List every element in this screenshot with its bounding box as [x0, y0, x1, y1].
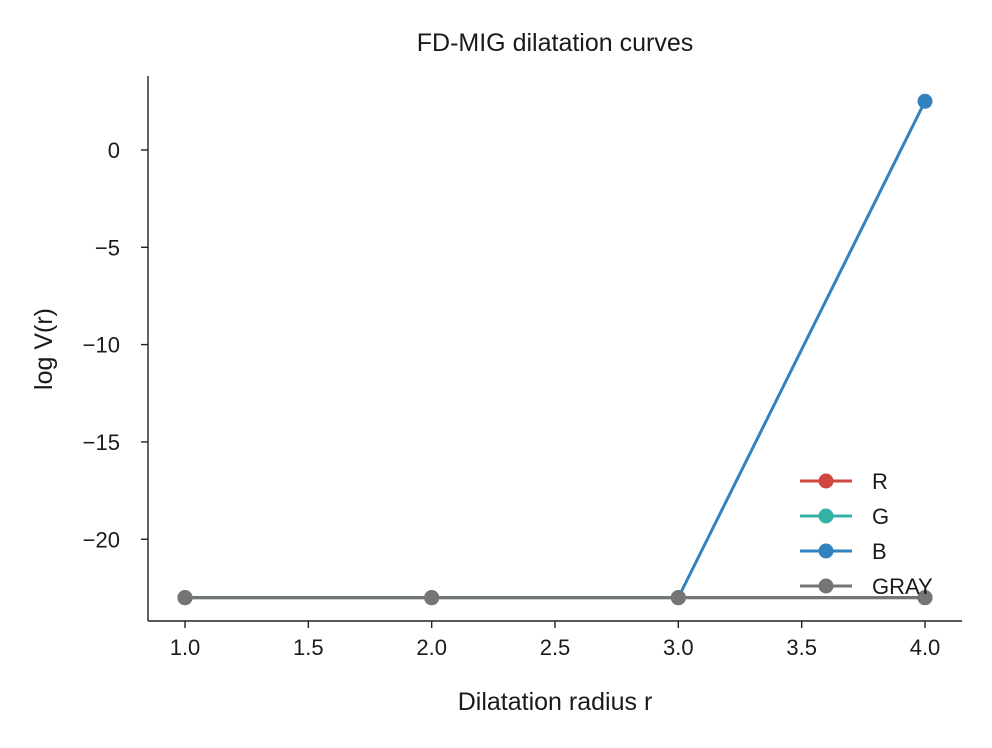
- data-point-gray: [177, 590, 193, 606]
- x-tick-label: 2.5: [540, 635, 571, 660]
- legend-label: R: [872, 469, 888, 494]
- data-point-gray: [670, 590, 686, 606]
- legend-swatch-marker: [818, 578, 834, 594]
- y-tick-label: −10: [83, 333, 120, 358]
- x-tick-label: 4.0: [910, 635, 941, 660]
- chart-title: FD-MIG dilatation curves: [417, 29, 693, 57]
- x-tick-label: 1.0: [170, 635, 201, 660]
- data-point-gray: [424, 590, 440, 606]
- x-tick-label: 3.5: [786, 635, 817, 660]
- y-tick-label: −5: [95, 235, 120, 260]
- legend-label: B: [872, 539, 887, 564]
- x-axis-ticks: 1.0 1.5 2.0 2.5 3.0 3.5 4.0: [170, 621, 941, 660]
- y-tick-label: 0: [108, 138, 120, 163]
- x-axis-label: Dilatation radius r: [458, 688, 653, 716]
- legend-swatch-marker: [818, 473, 834, 489]
- data-point-gray: [917, 590, 933, 606]
- y-axis-label: log V(r): [30, 308, 58, 390]
- data-point-b: [917, 93, 933, 109]
- legend: RGB GRAY: [800, 469, 933, 599]
- x-tick-label: 1.5: [293, 635, 324, 660]
- x-tick-label: 2.0: [416, 635, 447, 660]
- y-tick-label: −15: [83, 430, 120, 455]
- x-tick-label: 3.0: [663, 635, 694, 660]
- legend-swatch-marker: [818, 508, 834, 524]
- plot-area: 1.0 1.5 2.0 2.5 3.0 3.5 4.0 0 −5 −10 −15 −20: [83, 76, 962, 660]
- legend-label: G: [872, 504, 889, 529]
- y-axis-ticks: 0 −5 −10 −15 −20: [83, 138, 148, 552]
- y-tick-label: −20: [83, 527, 120, 552]
- series-layer: [177, 93, 933, 606]
- legend-label: GRAY: [872, 574, 933, 599]
- series-line-b: [185, 100, 927, 600]
- legend-swatch-marker: [818, 543, 834, 559]
